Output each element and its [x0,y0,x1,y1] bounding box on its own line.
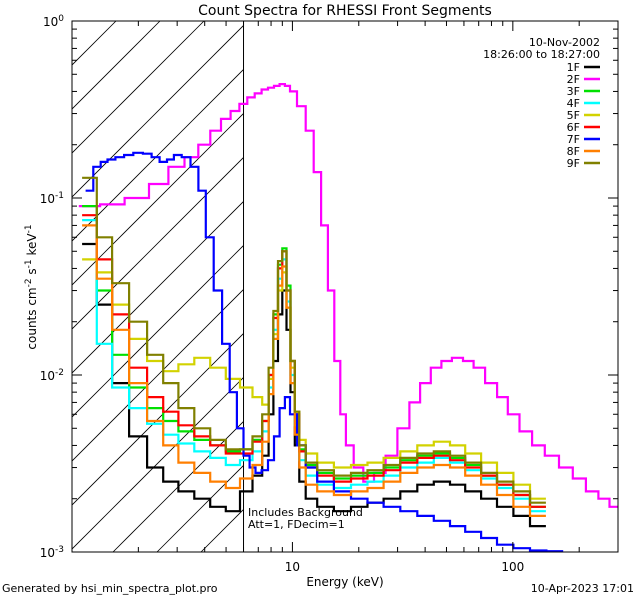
date-label: 10-Nov-2002 [529,36,600,49]
plot-frame [71,20,619,553]
legend-label: 5F [567,109,580,122]
hatch-line [72,24,244,198]
y-tick-exponent: -2 [55,368,64,378]
legend-label: 7F [567,133,580,146]
x-axis-label: Energy (keV) [306,575,383,589]
hatch-line [72,21,117,66]
hatch-line [72,376,244,550]
legend-label: 1F [567,61,580,74]
series-layer [78,83,618,552]
hatch-line [112,420,244,552]
legend-label: 2F [567,73,580,86]
hatch-line [72,156,244,330]
annotation-background: Includes Background [248,506,363,519]
hatch-line [72,21,205,154]
y-tick-exponent: -3 [55,545,64,555]
series-line-9F [82,176,546,504]
y-tick-base: 10 [40,546,55,560]
hatch-line [72,21,73,22]
series-line-8F [82,224,546,517]
y-label-exp: -1 [24,259,34,268]
hatched-region [72,21,640,552]
x-tick-label: 10 [285,560,300,574]
y-label-part: keV [25,233,39,260]
hatch-line [72,200,244,374]
y-tick-base: 10 [43,15,58,29]
series-line-2F [78,83,618,508]
y-tick-label: 100 [43,14,64,29]
y-tick-label: 10-2 [40,368,64,383]
chart-title: Count Spectra for RHESSI Front Segments [198,3,492,19]
legend-label: 6F [567,121,580,134]
legend-label: 3F [567,85,580,98]
x-tick-label: 100 [501,560,524,574]
y-tick-base: 10 [40,369,55,383]
annotation-attenuator: Att=1, FDecim=1 [248,518,345,531]
hatch-line [245,21,640,552]
legend-label: 4F [567,97,580,110]
time-range-label: 18:26:00 to 18:27:00 [483,48,600,61]
y-tick-exponent: 0 [58,14,64,24]
hatch-line [72,332,244,506]
y-label-part: counts cm [25,287,39,349]
y-tick-base: 10 [40,192,55,206]
legend-label: 9F [567,157,580,170]
y-label-exp: -2 [24,278,34,287]
hatch-line [72,244,244,418]
series-line-7F [85,151,564,552]
generator-footer: Generated by hsi_min_spectra_plot.pro [2,582,218,595]
timestamp-footer: 10-Apr-2023 17:01 [530,582,634,595]
y-tick-exponent: -1 [55,191,64,201]
y-tick-label: 10-3 [40,545,64,560]
legend-label: 8F [567,145,580,158]
y-label-exp: -1 [24,224,34,233]
hatch-line [72,68,244,242]
y-label-part: s [25,268,39,278]
y-tick-label: 10-1 [40,191,64,206]
y-axis-label: counts cm-2 s-1 keV-1 [24,224,39,349]
